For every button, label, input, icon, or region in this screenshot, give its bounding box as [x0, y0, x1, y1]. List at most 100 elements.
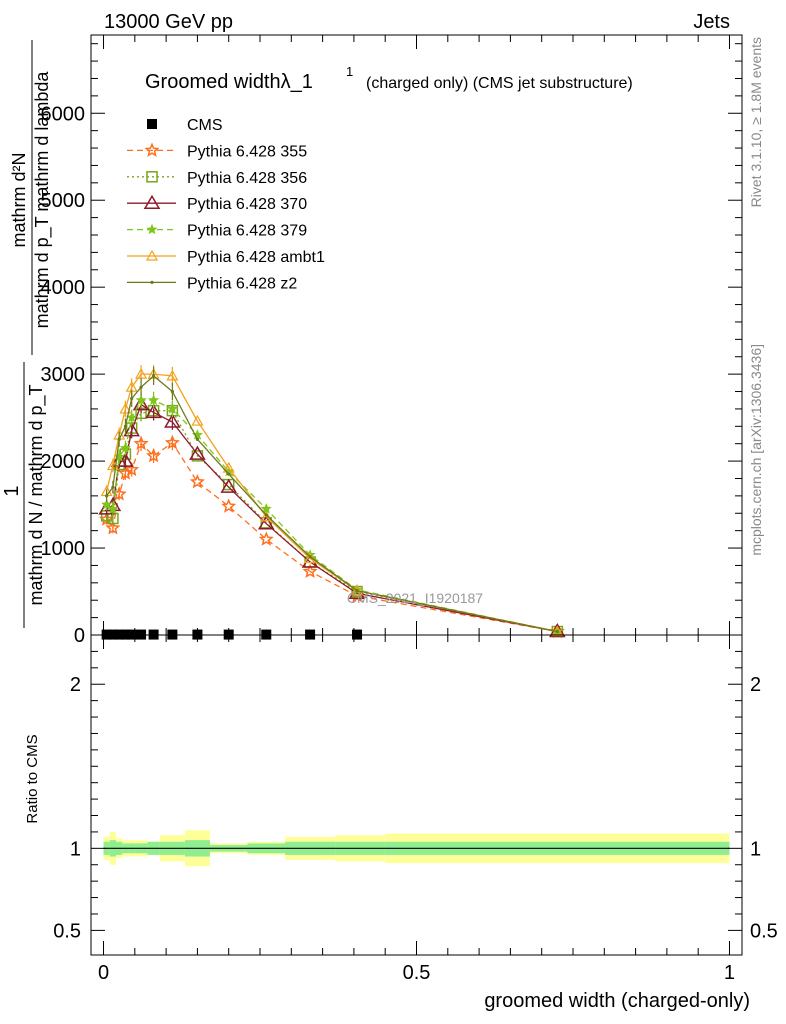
xlabel: groomed width (charged-only) — [484, 990, 750, 1012]
ratio-ylabel: Ratio to CMS — [24, 734, 41, 823]
legend-label: Pythia 6.428 ambt1 — [187, 249, 325, 266]
legend-entry: Pythia 6.428 355 — [127, 142, 307, 160]
ylabel-frac-num: mathrm d²N — [9, 152, 29, 247]
data-point — [119, 402, 132, 414]
ratio-plot: 0.5 0.5 1 1 2 2 0 0.5 1 — [53, 635, 778, 984]
legend-entry: Pythia 6.428 ambt1 — [127, 249, 325, 266]
data-point — [111, 485, 115, 489]
rivet-label: Rivet 3.1.10, ≥ 1.8M events — [748, 37, 764, 207]
data-point — [146, 447, 162, 463]
series-mc — [100, 365, 564, 637]
data-point — [145, 249, 159, 261]
y-tick-label: 6000 — [41, 103, 86, 125]
legend-entry: Pythia 6.428 356 — [127, 170, 307, 187]
legend-label: Pythia 6.428 z2 — [187, 275, 297, 292]
data-point — [222, 461, 235, 473]
y-tick-label: 0 — [74, 625, 85, 647]
legend-entry: CMS — [147, 117, 223, 134]
data-point — [195, 437, 200, 441]
data-point — [147, 119, 157, 129]
data-point — [139, 385, 143, 389]
data-point — [143, 194, 161, 209]
ylabel-den: mathrm d N / mathrm d p_T — [26, 384, 47, 605]
data-point — [123, 424, 128, 428]
legend-entry: Pythia 6.428 z2 — [127, 275, 297, 292]
legend-label: CMS — [187, 117, 223, 134]
x-tick-label: 0 — [98, 962, 109, 984]
series-line — [106, 441, 558, 633]
data-point — [220, 478, 238, 493]
data-point — [117, 437, 121, 441]
data-point — [107, 503, 119, 514]
ratio-y-tick-label-right: 0.5 — [750, 920, 778, 942]
data-point — [130, 396, 134, 401]
data-point — [302, 563, 318, 578]
top-ylabel: mathrm d²N mathrm d p_T mathrm d lambda … — [1, 40, 53, 628]
series-line — [106, 399, 558, 633]
header-right: Jets — [693, 11, 730, 33]
data-point — [150, 280, 154, 284]
data-point — [166, 369, 179, 381]
y-tick-label: 5000 — [41, 190, 86, 212]
data-point — [191, 414, 204, 426]
ratio-y-tick-label: 2 — [70, 674, 81, 696]
data-point — [264, 513, 268, 517]
data-point — [170, 389, 174, 394]
data-point — [151, 374, 156, 378]
data-point — [164, 434, 180, 450]
watermark: CMS_2021_I1920187 — [347, 590, 483, 606]
data-point — [135, 367, 148, 379]
data-point — [144, 142, 160, 157]
title-main: Groomed widthλ_1 — [145, 71, 313, 93]
ratio-frame — [90, 634, 743, 956]
series-line — [105, 373, 558, 633]
y-tick-label: 2000 — [41, 451, 86, 473]
data-point — [227, 472, 231, 476]
data-point — [164, 413, 181, 428]
plot-title: Groomed widthλ_1 1 (charged only) (CMS j… — [145, 64, 633, 93]
legend-entry: Pythia 6.428 370 — [127, 194, 307, 213]
data-point — [555, 629, 559, 634]
data-point — [146, 223, 158, 235]
series-mc — [98, 396, 566, 638]
series-line — [106, 375, 558, 633]
title-sup: 1 — [346, 64, 353, 79]
ratio-y-tick-label-right: 2 — [750, 674, 761, 696]
ratio-y-tick-label: 0.5 — [53, 920, 81, 942]
ratio-y-tick-label: 1 — [70, 838, 81, 860]
x-tick-label: 0.5 — [403, 962, 431, 984]
legend-label: Pythia 6.428 356 — [187, 170, 307, 187]
ylabel-num: 1 — [1, 485, 23, 496]
y-tick-label: 4000 — [41, 277, 86, 299]
data-point — [132, 396, 150, 411]
data-point — [133, 435, 149, 451]
series-mc — [99, 434, 565, 639]
data-point — [355, 589, 359, 593]
legend-entry: Pythia 6.428 379 — [127, 223, 307, 240]
data-point — [124, 461, 140, 477]
legend-label: Pythia 6.428 379 — [187, 223, 307, 240]
data-point — [117, 465, 133, 480]
title-rest: (charged only) (CMS jet substructure) — [366, 75, 633, 92]
data-point — [166, 403, 178, 414]
legend-label: Pythia 6.428 370 — [187, 196, 307, 213]
series-mc — [101, 391, 563, 637]
data-point — [123, 422, 140, 437]
ratio-y-tick-label-right: 1 — [750, 838, 761, 860]
data-point — [145, 403, 162, 419]
data-point — [105, 494, 109, 498]
series-mc — [100, 402, 564, 638]
header-left: 13000 GeV pp — [104, 11, 233, 33]
data-point — [101, 498, 113, 510]
data-point — [119, 442, 131, 453]
data-point — [260, 510, 273, 522]
mcplots-label: mcplots.cern.ch [arXiv:1306.3436] — [748, 344, 764, 556]
data-point — [189, 474, 205, 489]
legend-label: Pythia 6.428 355 — [187, 143, 307, 160]
data-point — [257, 515, 275, 530]
series-line — [106, 403, 558, 633]
legend: CMS Pythia 6.428 355 Pythia 6.428 356 Pythi… — [127, 117, 325, 292]
data-point — [126, 411, 138, 423]
data-point — [351, 584, 364, 596]
